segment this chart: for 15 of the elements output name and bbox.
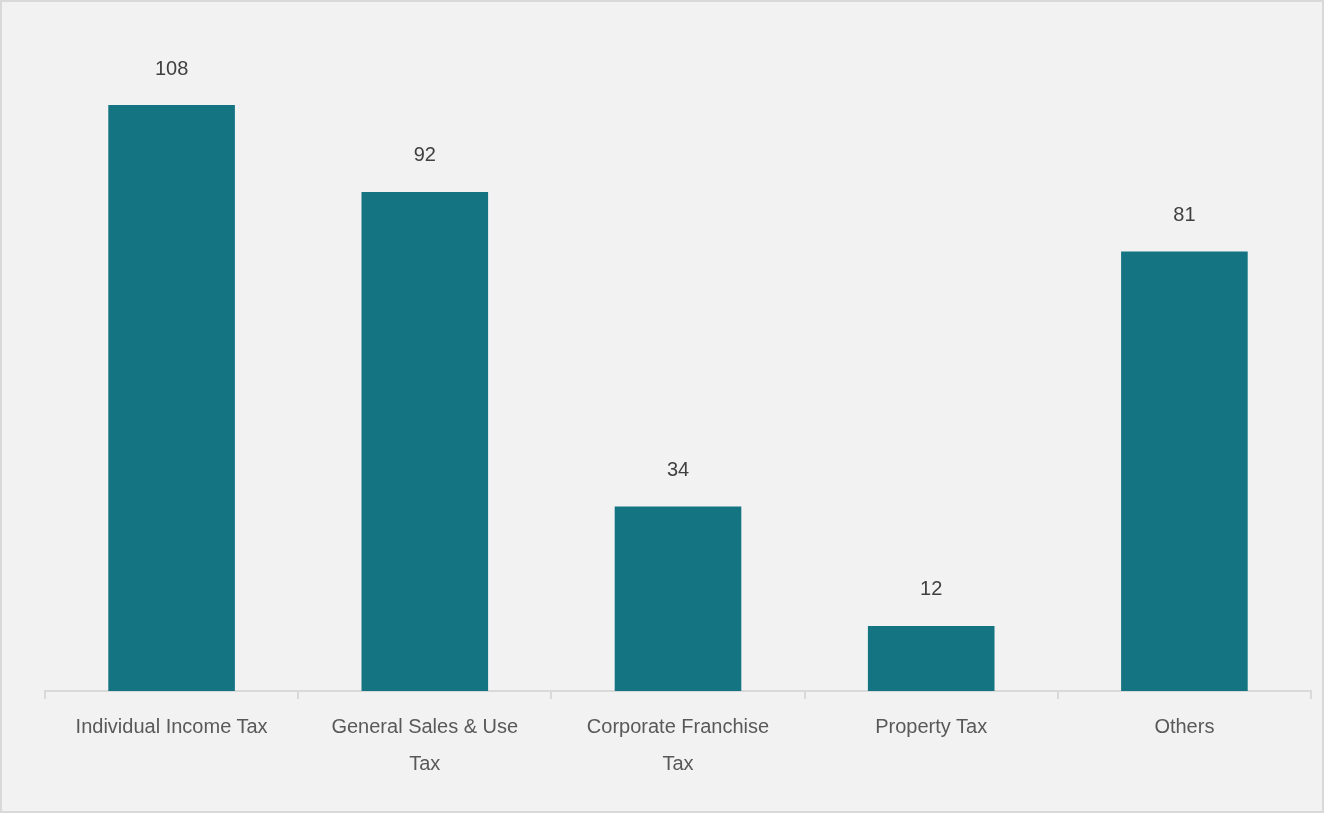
data-label: 108 bbox=[154, 56, 189, 79]
bar bbox=[1121, 251, 1248, 691]
x-tick-label: General Sales & Use Tax bbox=[331, 715, 519, 775]
bar bbox=[867, 625, 995, 691]
bar bbox=[614, 506, 742, 691]
bar bbox=[361, 191, 489, 691]
x-tick-label: Individual Income Tax bbox=[75, 715, 268, 738]
data-label: 92 bbox=[413, 143, 436, 166]
data-label: 34 bbox=[666, 458, 690, 481]
data-label: 81 bbox=[1173, 203, 1196, 226]
x-tick-label: Corporate Franchise Tax bbox=[586, 715, 770, 775]
x-tick-label: Others bbox=[1154, 715, 1215, 738]
bar bbox=[108, 105, 235, 691]
x-tick-label: Property Tax bbox=[875, 715, 988, 738]
data-label: 12 bbox=[920, 577, 943, 600]
